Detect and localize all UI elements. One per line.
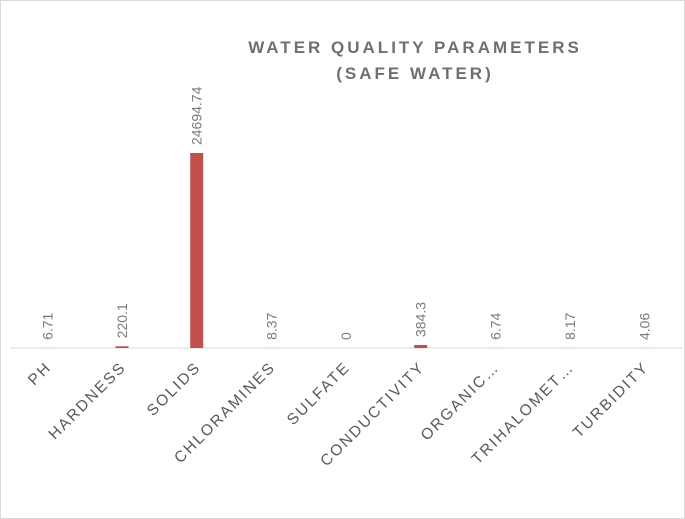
category-label-2: SOLIDS (144, 359, 205, 420)
category-label-6: ORGANIC… (418, 359, 503, 444)
data-label-2: 24694.74 (189, 86, 205, 145)
category-label-8: TURBIDITY (570, 359, 653, 442)
data-label-4: 0 (338, 332, 354, 340)
bar-1 (115, 346, 129, 348)
category-label-1: HARDNESS (46, 359, 130, 443)
chart-title-line2: (SAFE WATER) (336, 64, 494, 83)
data-label-6: 6.74 (487, 312, 503, 339)
bar-5 (414, 344, 428, 348)
data-label-3: 8.37 (263, 312, 279, 339)
chart-title-line1: WATER QUALITY PARAMETERS (248, 38, 582, 57)
data-label-0: 6.71 (39, 312, 55, 339)
data-label-1: 220.1 (114, 303, 130, 338)
category-label-0: PH (25, 359, 55, 389)
data-label-5: 384.3 (413, 302, 429, 337)
bar-2 (190, 153, 204, 348)
data-label-7: 8.17 (562, 312, 578, 339)
category-label-4: SULFATE (284, 359, 354, 429)
data-label-8: 4.06 (637, 313, 653, 340)
